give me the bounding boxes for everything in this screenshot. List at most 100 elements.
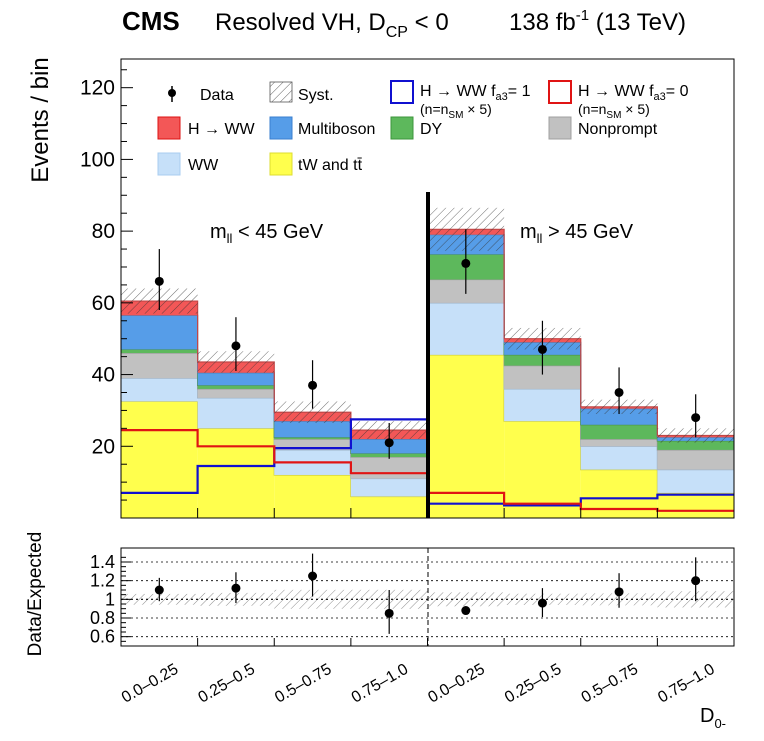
ratio-tick-label-1_2: 1.2 — [90, 571, 115, 591]
ratio-point-1 — [231, 583, 241, 593]
bar-dy-1 — [197, 385, 275, 389]
bar-tw-and-tt-4 — [427, 354, 505, 518]
ratio-tick-label-0_6: 0.6 — [90, 627, 115, 647]
legend-fa3-1-label: H → WW fa3= 1 — [420, 83, 531, 103]
experiment-label: CMS — [122, 6, 180, 36]
bar-nonprompt-2 — [274, 439, 351, 450]
ratio-point-6 — [614, 587, 624, 597]
bar-nonprompt-1 — [197, 388, 275, 398]
legend-tw-label: tW and tt̄ — [298, 157, 363, 174]
main-plot: 20 40 60 80 100 120 Events / bin mll < 45 GeV… — [27, 57, 735, 519]
bar-tw-and-tt-0 — [121, 401, 198, 518]
ratio-point-4 — [461, 606, 471, 616]
bar-tw-and-tt-3 — [350, 496, 428, 518]
ratio-tick-label-0_8: 0.8 — [90, 608, 115, 628]
bar-tw-and-tt-6 — [580, 469, 658, 518]
data-point-6 — [614, 387, 624, 397]
ratio-points — [154, 553, 701, 634]
legend-hww-swatch — [157, 116, 181, 140]
ratio-point-7 — [691, 576, 701, 586]
x-tick-label-0: 0.0–0.25 — [119, 661, 182, 707]
legend: Data Syst. H → WW fa3= 1 (n=nSM × 5) H →… — [157, 80, 689, 176]
data-point-1 — [231, 341, 241, 351]
legend-nonprompt-swatch — [548, 116, 572, 140]
legend-nonprompt-label: Nonprompt — [578, 121, 658, 138]
data-point-2 — [308, 380, 318, 390]
bar-dy-6 — [580, 424, 658, 440]
ratio-point-2 — [308, 571, 318, 581]
legend-fa3-1-swatch — [390, 80, 414, 104]
ratio-y-axis: 0.60.811.21.4 — [90, 552, 658, 647]
legend-dy-swatch — [390, 116, 414, 140]
ratio-syst-band-4 — [427, 592, 505, 607]
region-label-low: mll < 45 GeV — [210, 221, 324, 246]
legend-data-marker — [168, 89, 176, 97]
bar-ww-1 — [197, 397, 275, 429]
legend-fa3-1-scale: (n=nSM × 5) — [420, 101, 492, 121]
legend-syst-label: Syst. — [298, 87, 334, 104]
legend-fa3-0-scale: (n=nSM × 5) — [578, 101, 650, 121]
syst-band-2 — [274, 401, 351, 423]
x-tick-labels: 0.0–0.25 0.25–0.5 0.5–0.75 0.75–1.0 0.0–0.25… — [119, 661, 718, 707]
bar-ww-6 — [580, 446, 658, 470]
legend-tw-swatch — [269, 152, 293, 176]
x-tick-label-5: 0.25–0.5 — [502, 661, 565, 707]
legend-ww-label: WW — [188, 157, 219, 174]
bar-nonprompt-3 — [350, 457, 428, 479]
bar-multiboson-2 — [274, 421, 351, 438]
legend-multiboson-label: Multiboson — [298, 121, 375, 138]
y-tick-label-120: 120 — [80, 77, 115, 100]
bar-nonprompt-0 — [121, 353, 198, 379]
y-tick-label-40: 40 — [92, 364, 115, 387]
y-axis: 20 40 60 80 100 120 — [80, 69, 658, 518]
y-tick-label-80: 80 — [92, 220, 115, 243]
bar-ww-7 — [657, 469, 734, 493]
data-point-7 — [691, 413, 701, 423]
y-tick-label-60: 60 — [92, 292, 115, 315]
bar-tw-and-tt-1 — [197, 428, 275, 518]
legend-fa3-0-swatch — [548, 80, 572, 104]
bar-nonprompt-6 — [580, 439, 658, 447]
bar-ww-3 — [350, 478, 428, 497]
data-point-3 — [384, 438, 394, 448]
bar-multiboson-1 — [197, 372, 275, 386]
ratio-plot: 0.60.811.21.4 Data/Expected 0.0–0.25 0.25… — [25, 532, 735, 731]
bar-ww-4 — [427, 302, 505, 355]
data-point-0 — [154, 276, 164, 286]
region-label-high: mll > 45 GeV — [520, 221, 634, 246]
x-tick-label-1: 0.25–0.5 — [196, 661, 259, 707]
ratio-y-axis-title: Data/Expected — [25, 532, 46, 657]
analysis-title: Resolved VH, DCP < 0 — [215, 9, 449, 41]
ratio-point-0 — [154, 585, 164, 595]
bar-nonprompt-5 — [504, 365, 581, 389]
data-point-5 — [537, 344, 547, 354]
ratio-point-3 — [384, 608, 394, 618]
bar-tw-and-tt-7 — [657, 492, 734, 518]
legend-dy-label: DY — [420, 121, 443, 138]
y-axis-title: Events / bin — [27, 57, 54, 182]
bar-dy-0 — [121, 349, 198, 354]
x-tick-label-6: 0.5–0.75 — [579, 661, 642, 707]
legend-ww-swatch — [157, 152, 181, 176]
bar-ww-0 — [121, 378, 198, 402]
bar-tw-and-tt-2 — [274, 474, 351, 518]
y-tick-label-100: 100 — [80, 148, 115, 171]
bar-multiboson-0 — [121, 315, 198, 350]
bar-dy-7 — [657, 440, 734, 450]
ratio-tick-label-1: 1 — [105, 589, 115, 609]
x-tick-label-4: 0.0–0.25 — [425, 661, 488, 707]
header: CMS Resolved VH, DCP < 0 138 fb-1 (13 Te… — [122, 6, 686, 41]
legend-hww-label: H → WW — [188, 121, 256, 138]
bar-nonprompt-7 — [657, 449, 734, 470]
x-axis-title: D0- — [700, 705, 726, 731]
bar-tw-and-tt-5 — [504, 421, 581, 518]
legend-syst-swatch — [269, 81, 293, 103]
x-tick-label-7: 0.75–1.0 — [655, 661, 718, 707]
x-tick-label-3: 0.75–1.0 — [349, 661, 412, 707]
legend-data-label: Data — [200, 87, 234, 104]
bar-dy-2 — [274, 437, 351, 440]
ratio-tick-label-1_4: 1.4 — [90, 552, 115, 572]
legend-fa3-0-label: H → WW fa3= 0 — [578, 83, 689, 103]
ratio-point-5 — [537, 598, 547, 608]
bar-ww-5 — [504, 388, 581, 422]
